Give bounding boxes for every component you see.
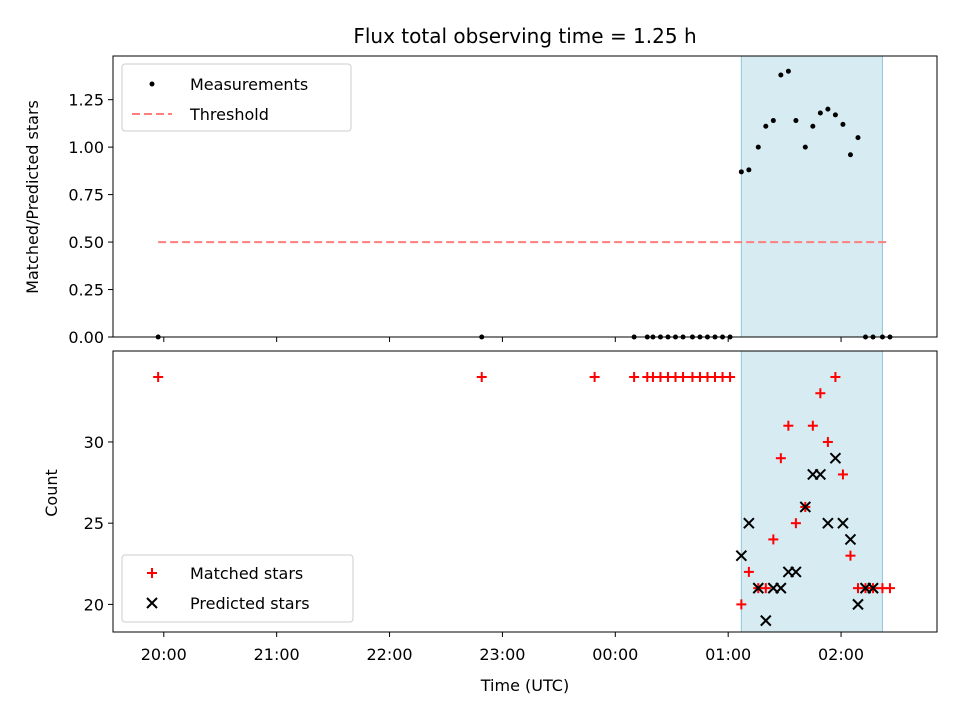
legend-predicted-marker	[146, 597, 158, 609]
bottom-y-ticks: 20 25 30	[84, 433, 113, 614]
top-observation-window	[740, 55, 883, 338]
measurement-point	[785, 68, 791, 74]
measurement-point	[755, 144, 761, 150]
legend-predicted-label: Predicted stars	[190, 594, 310, 613]
predicted-star-point	[852, 598, 864, 611]
measurement-point	[793, 118, 799, 124]
predicted-star-point	[837, 517, 849, 529]
measurement-point	[763, 123, 769, 129]
top-y-axis-label: Matched/Predicted stars	[23, 100, 42, 294]
x-tick-label: 21:00	[254, 645, 300, 664]
measurement-point	[778, 72, 784, 78]
matched-star-point	[822, 436, 833, 447]
bottom-y-tick-label: 25	[84, 514, 104, 533]
matched-star-point	[830, 371, 841, 382]
predicted-star-point	[735, 549, 748, 562]
top-y-tick-label: 0.75	[68, 186, 104, 205]
x-tick-label: 23:00	[479, 645, 525, 664]
measurement-point	[832, 112, 838, 118]
measurement-points	[155, 68, 893, 340]
x-tick-label: 00:00	[592, 645, 638, 664]
x-axis-label: Time (UTC)	[480, 676, 569, 695]
legend-threshold-label: Threshold	[189, 105, 269, 124]
measurement-point	[840, 121, 846, 127]
x-tick-label: 01:00	[705, 645, 751, 664]
matched-star-point	[768, 534, 779, 545]
predicted-star-point	[799, 501, 812, 513]
top-x-ticks	[163, 337, 842, 342]
matched-star-point	[736, 599, 747, 610]
measurement-point	[825, 106, 831, 112]
legend-measurements-marker	[149, 81, 155, 87]
predicted-star-point	[790, 566, 802, 578]
predicted-star-point	[752, 582, 764, 594]
measurement-point	[810, 123, 816, 129]
legend-measurements-label: Measurements	[190, 75, 308, 94]
bottom-y-tick-label: 30	[84, 433, 104, 452]
bottom-observation-window	[740, 350, 883, 633]
matched-star-point	[476, 371, 487, 382]
predicted-star-point	[844, 533, 857, 546]
matched-star-point	[725, 371, 736, 382]
matched-star-point	[743, 566, 754, 577]
predicted-star-point	[867, 582, 879, 594]
top-y-tick-label: 1.00	[68, 138, 104, 157]
bottom-legend-box	[121, 554, 354, 623]
top-y-tick-label: 0.00	[68, 328, 104, 347]
bottom-panel: 20 25 30 20:00 21:00 22:00 23:00 00:00 01:00 02:…	[42, 350, 938, 695]
chart-title: Flux total observing time = 1.25 h	[353, 24, 696, 48]
x-tick-label: 22:00	[366, 645, 412, 664]
bottom-y-axis-label: Count	[42, 469, 61, 517]
predicted-star-points	[735, 452, 879, 627]
matched-star-point	[815, 388, 826, 399]
measurement-point	[847, 152, 853, 158]
predicted-star-point	[814, 468, 827, 481]
measurement-point	[738, 169, 744, 175]
matched-star-point	[678, 371, 689, 382]
top-panel: 0.00 0.25 0.50 0.75 1.00 1.25 Flux total obse…	[23, 24, 938, 347]
top-y-ticks: 0.00 0.25 0.50 0.75 1.00 1.25	[68, 91, 113, 347]
matched-star-point	[790, 518, 801, 529]
matched-star-point	[629, 371, 640, 382]
matched-star-point	[837, 469, 848, 480]
matched-star-points	[153, 371, 895, 610]
top-y-tick-label: 0.50	[68, 233, 104, 252]
matched-star-point	[845, 550, 856, 561]
top-axes-frame	[112, 55, 938, 338]
predicted-star-point	[829, 452, 842, 464]
measurement-point	[746, 167, 752, 173]
matched-star-point	[760, 583, 771, 594]
top-y-tick-label: 1.25	[68, 91, 104, 110]
predicted-star-point	[743, 517, 755, 529]
bottom-y-tick-label: 20	[84, 595, 104, 614]
x-tick-label: 02:00	[818, 645, 864, 664]
bottom-legend: Matched stars Predicted stars	[121, 554, 354, 623]
measurement-point	[770, 118, 776, 124]
legend-matched-marker	[147, 568, 157, 578]
matched-star-point	[884, 583, 895, 594]
top-y-tick-label: 0.25	[68, 281, 104, 300]
matched-star-point	[775, 453, 786, 464]
predicted-star-point	[775, 582, 787, 594]
matched-star-point	[589, 371, 600, 382]
bottom-x-ticks: 20:00 21:00 22:00 23:00 00:00 01:00 02:00	[141, 632, 864, 664]
matched-star-point	[807, 420, 818, 431]
measurement-point	[802, 144, 808, 150]
predicted-star-point	[822, 517, 834, 529]
matched-star-point	[783, 420, 794, 431]
x-tick-label: 20:00	[141, 645, 187, 664]
measurement-point	[817, 110, 823, 116]
predicted-star-point	[760, 614, 772, 627]
legend-matched-label: Matched stars	[190, 564, 303, 583]
top-legend-box	[121, 63, 352, 132]
measurement-point	[855, 135, 861, 141]
matched-star-point	[153, 371, 164, 382]
bottom-axes-frame	[112, 350, 938, 633]
top-legend: Measurements Threshold	[121, 63, 352, 132]
